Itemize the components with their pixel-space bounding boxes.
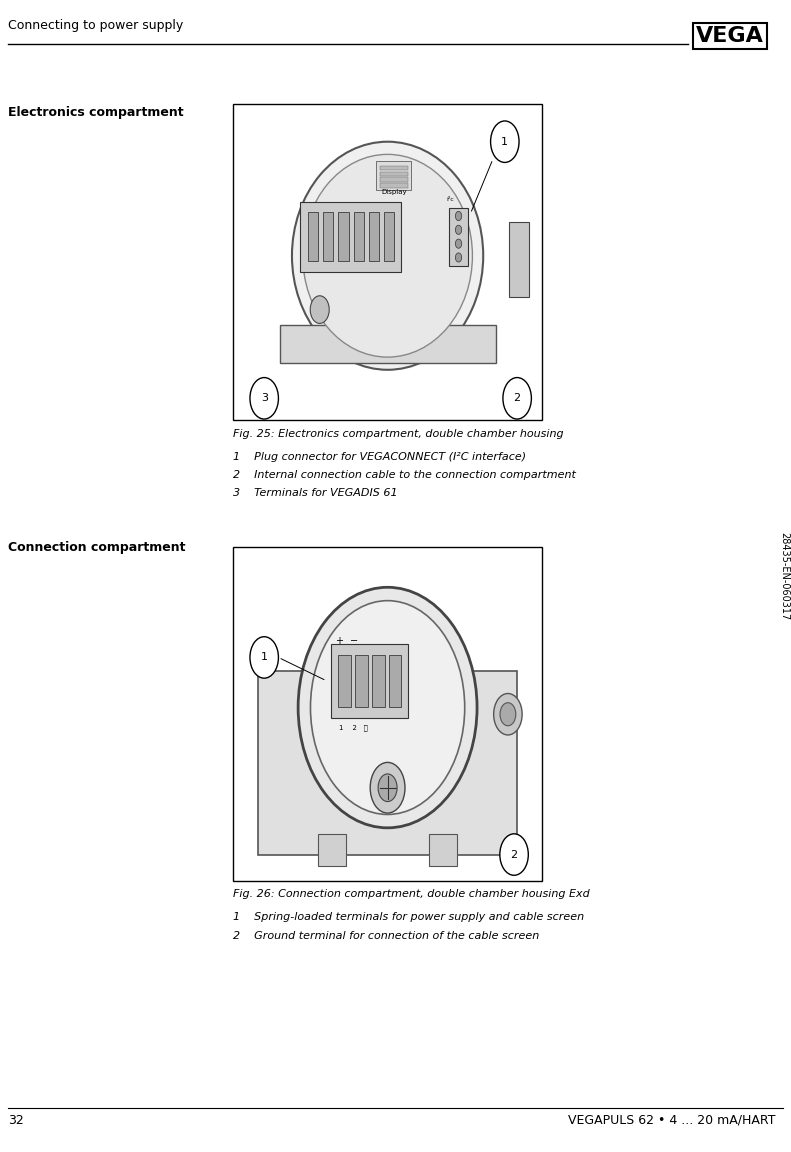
Bar <box>389 655 402 706</box>
Circle shape <box>250 378 278 419</box>
Bar <box>355 655 368 706</box>
Bar <box>339 212 349 262</box>
Text: 3    Terminals for VEGADIS 61: 3 Terminals for VEGADIS 61 <box>233 488 398 499</box>
Ellipse shape <box>298 588 477 828</box>
Circle shape <box>456 212 462 221</box>
Bar <box>380 172 408 176</box>
Text: Fig. 26: Connection compartment, double chamber housing Exd: Fig. 26: Connection compartment, double … <box>233 889 590 900</box>
Circle shape <box>500 703 516 726</box>
Circle shape <box>456 226 462 235</box>
Bar <box>377 161 411 190</box>
Bar <box>449 209 468 266</box>
Text: 2: 2 <box>510 849 517 859</box>
Text: +: + <box>335 636 343 646</box>
Bar <box>280 325 495 364</box>
Text: 1: 1 <box>501 137 509 146</box>
Circle shape <box>456 240 462 249</box>
Bar <box>384 212 395 262</box>
Text: Electronics compartment: Electronics compartment <box>8 106 184 119</box>
Ellipse shape <box>310 600 465 814</box>
Circle shape <box>456 253 462 262</box>
Circle shape <box>370 763 405 813</box>
Bar <box>258 670 517 855</box>
Bar <box>380 166 408 170</box>
Text: 3: 3 <box>261 393 267 403</box>
FancyBboxPatch shape <box>233 547 542 881</box>
Text: 1    2   ⏚: 1 2 ⏚ <box>339 725 368 730</box>
FancyBboxPatch shape <box>233 104 542 420</box>
Text: Display: Display <box>381 189 407 196</box>
Circle shape <box>490 121 519 162</box>
Text: Connection compartment: Connection compartment <box>8 541 185 554</box>
Bar <box>308 212 318 262</box>
Text: VEGAPULS 62 • 4 ... 20 mA/HART: VEGAPULS 62 • 4 ... 20 mA/HART <box>568 1114 775 1127</box>
Text: 2    Internal connection cable to the connection compartment: 2 Internal connection cable to the conne… <box>233 470 576 480</box>
Ellipse shape <box>292 142 483 370</box>
Text: Fig. 25: Electronics compartment, double chamber housing: Fig. 25: Electronics compartment, double… <box>233 429 564 439</box>
Text: 2: 2 <box>513 393 520 403</box>
Text: 1: 1 <box>261 652 267 662</box>
Text: 2    Ground terminal for connection of the cable screen: 2 Ground terminal for connection of the … <box>233 931 539 941</box>
Text: i²c: i²c <box>447 197 454 203</box>
Bar <box>354 212 364 262</box>
Bar <box>380 183 408 188</box>
Circle shape <box>310 296 329 324</box>
Bar <box>331 644 407 718</box>
Bar <box>372 655 384 706</box>
Text: 32: 32 <box>8 1114 24 1127</box>
Text: 1    Spring-loaded terminals for power supply and cable screen: 1 Spring-loaded terminals for power supp… <box>233 912 585 923</box>
Text: 1    Plug connector for VEGACONNECT (I²C interface): 1 Plug connector for VEGACONNECT (I²C in… <box>233 452 527 462</box>
Circle shape <box>250 637 278 679</box>
Bar <box>300 202 402 272</box>
Bar <box>369 212 379 262</box>
Text: VEGA: VEGA <box>696 26 764 46</box>
Bar <box>318 834 346 866</box>
Circle shape <box>500 834 528 876</box>
Bar <box>339 655 350 706</box>
Ellipse shape <box>303 154 472 357</box>
Bar <box>380 177 408 182</box>
Circle shape <box>494 694 522 735</box>
Text: Connecting to power supply: Connecting to power supply <box>8 20 184 32</box>
Circle shape <box>503 378 532 419</box>
Bar <box>509 222 529 297</box>
Bar <box>323 212 333 262</box>
Text: 28435-EN-060317: 28435-EN-060317 <box>779 532 789 620</box>
Text: −: − <box>350 636 358 646</box>
Bar <box>429 834 457 866</box>
Circle shape <box>378 774 397 802</box>
